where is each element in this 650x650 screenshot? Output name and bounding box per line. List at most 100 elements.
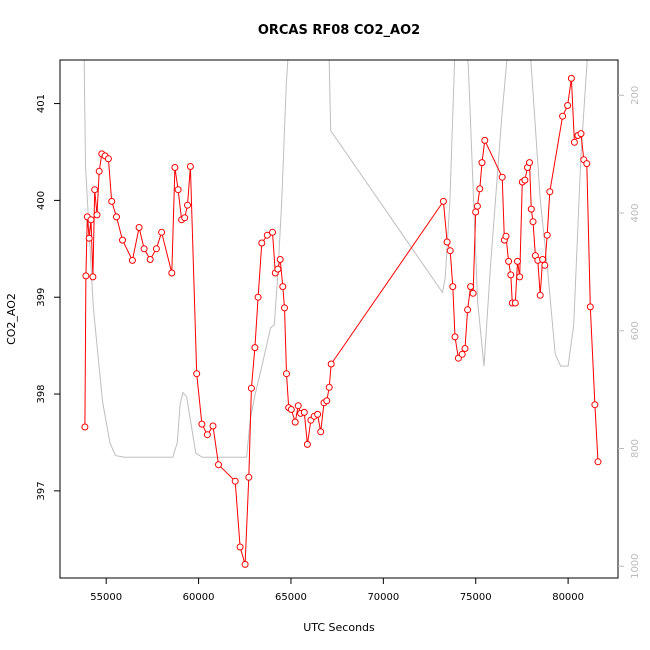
- data-point: [564, 102, 572, 109]
- plot-frame: [59, 59, 619, 579]
- data-point: [473, 202, 481, 210]
- data-point: [511, 299, 519, 307]
- data-point: [464, 306, 472, 314]
- data-point: [236, 543, 244, 551]
- data-point: [546, 188, 554, 196]
- x-tick-label: 65000: [275, 592, 307, 603]
- data-point: [108, 197, 116, 205]
- data-point: [146, 256, 154, 263]
- data-point: [91, 186, 99, 194]
- data-point: [294, 402, 302, 410]
- data-point: [135, 224, 143, 231]
- data-point: [269, 228, 276, 236]
- data-point: [325, 383, 333, 391]
- data-point: [85, 234, 93, 242]
- data-point: [281, 304, 288, 312]
- data-point: [591, 401, 599, 409]
- data-point: [247, 384, 255, 392]
- data-point: [594, 458, 602, 466]
- data-point: [507, 271, 515, 279]
- data-point: [327, 360, 335, 368]
- data-point: [152, 245, 160, 253]
- data-point: [317, 428, 325, 436]
- primary-series: [81, 74, 602, 568]
- data-point: [439, 197, 447, 205]
- data-point: [254, 293, 262, 301]
- data-point: [446, 247, 454, 255]
- data-point: [283, 370, 290, 378]
- data-point: [89, 273, 97, 281]
- data-point: [586, 303, 594, 311]
- primary-series-line: [84, 78, 599, 565]
- data-point: [274, 265, 282, 273]
- data-point: [140, 245, 148, 253]
- data-point: [203, 431, 211, 439]
- data-point: [541, 261, 549, 269]
- data-point: [303, 440, 311, 448]
- data-point: [539, 256, 547, 263]
- secondary-y-axis: 200 400 600 800 1000: [618, 86, 641, 579]
- data-point: [516, 273, 524, 281]
- y2-tick-label: 600: [630, 321, 641, 340]
- y-axis: 397 398 399 400 401: [36, 94, 60, 500]
- data-point: [583, 160, 591, 168]
- data-point: [193, 370, 201, 378]
- data-point: [198, 420, 206, 428]
- y-tick-label: 398: [36, 384, 47, 403]
- data-point: [245, 473, 253, 481]
- data-point: [461, 345, 469, 352]
- data-point: [258, 239, 266, 247]
- x-tick-label: 80000: [552, 592, 584, 603]
- data-point: [567, 74, 575, 82]
- data-point: [251, 344, 259, 352]
- data-point: [514, 257, 521, 265]
- data-point: [300, 408, 308, 416]
- y-tick-label: 397: [36, 481, 47, 500]
- chart-title: ORCAS RF08 CO2_AO2: [258, 23, 420, 38]
- data-point: [81, 423, 89, 431]
- data-point: [529, 218, 537, 226]
- data-point: [443, 238, 451, 246]
- x-tick-label: 75000: [460, 592, 492, 603]
- x-tick-label: 70000: [367, 592, 399, 603]
- data-point: [481, 136, 489, 144]
- data-point: [449, 283, 457, 291]
- data-point: [113, 213, 120, 221]
- data-point: [323, 397, 331, 405]
- data-point: [570, 138, 578, 146]
- y-tick-label: 399: [36, 288, 47, 307]
- data-point: [467, 283, 475, 291]
- data-point: [119, 236, 126, 244]
- y2-tick-label: 200: [630, 86, 641, 105]
- data-point: [314, 410, 322, 418]
- data-point: [536, 291, 544, 299]
- data-point: [241, 560, 249, 568]
- data-point: [472, 208, 480, 216]
- data-point: [451, 333, 459, 341]
- data-point: [168, 269, 176, 277]
- data-point: [209, 422, 217, 430]
- data-point: [263, 231, 271, 239]
- y-tick-label: 401: [36, 94, 47, 113]
- x-tick-label: 55000: [90, 592, 122, 603]
- data-point: [128, 256, 136, 264]
- data-point: [526, 159, 533, 167]
- data-point: [527, 205, 535, 213]
- data-point: [559, 112, 567, 120]
- data-point: [181, 214, 189, 222]
- data-point: [469, 289, 477, 297]
- x-axis-label: UTC Seconds: [303, 621, 375, 634]
- data-point: [174, 186, 182, 194]
- data-point: [95, 167, 103, 175]
- y-tick-label: 400: [36, 191, 47, 210]
- secondary-series-line: [83, 60, 588, 458]
- data-point: [502, 232, 510, 240]
- data-point: [287, 406, 295, 413]
- data-point: [87, 216, 95, 224]
- data-point: [158, 228, 166, 236]
- x-tick-label: 60000: [183, 592, 215, 603]
- y2-tick-label: 800: [630, 439, 641, 458]
- data-point: [543, 231, 551, 239]
- data-point: [82, 272, 90, 280]
